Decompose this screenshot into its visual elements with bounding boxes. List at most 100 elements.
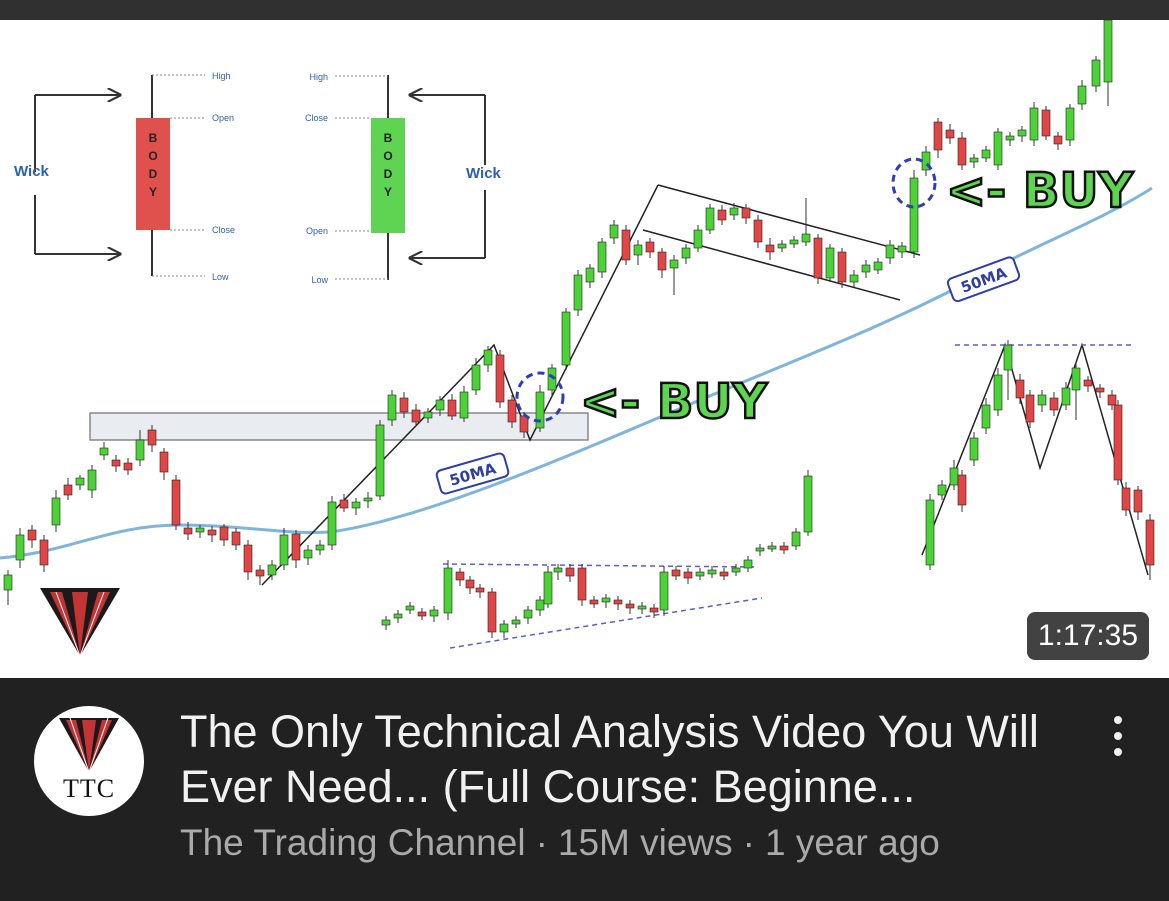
candle-body: [589, 599, 599, 605]
candle-body: [981, 404, 991, 429]
candle-body: [621, 229, 631, 261]
candle-body: [1071, 367, 1081, 391]
candle-body: [1121, 487, 1131, 511]
candle-body: [729, 207, 739, 216]
candle-body: [937, 484, 947, 496]
avatar-text: TTC: [62, 774, 116, 803]
candle-body: [695, 571, 705, 577]
buy-circle-1: [515, 371, 565, 423]
candle-body: [1037, 394, 1047, 406]
channel-avatar[interactable]: TTC: [34, 706, 144, 816]
candle-body: [535, 599, 545, 611]
candle-body: [969, 437, 979, 461]
candle-body: [87, 469, 97, 491]
candle-body: [423, 411, 433, 419]
candle-body: [601, 597, 611, 603]
candle-body: [803, 475, 813, 533]
candle-body: [949, 467, 959, 486]
candle-body: [613, 599, 623, 605]
candle-body: [3, 574, 13, 591]
candle-body: [755, 547, 765, 552]
candle-body: [957, 137, 967, 166]
candle-body: [707, 569, 717, 575]
candle-body: [207, 529, 217, 536]
candle-body: [123, 462, 133, 471]
candle-body: [625, 603, 635, 609]
buy-circle-2: [891, 157, 937, 209]
candle-body: [585, 267, 595, 283]
candle-body: [351, 501, 361, 509]
candle-body: [981, 149, 991, 159]
candle-body: [609, 224, 619, 239]
candle-body: [993, 374, 1003, 411]
candle-body: [99, 447, 109, 456]
candle-body: [63, 484, 73, 496]
candle-body: [1065, 107, 1075, 141]
candle-body: [487, 591, 497, 633]
green-open-label: Open: [306, 226, 328, 236]
candle-body: [1091, 59, 1101, 87]
candle-body: [279, 534, 289, 566]
candle-body: [159, 451, 169, 473]
wick-label-right: Wick: [466, 165, 502, 182]
candle-body: [1107, 394, 1117, 406]
candle-body: [339, 499, 349, 509]
video-title[interactable]: The Only Technical Analysis Video You Wi…: [180, 706, 1039, 812]
candle-body: [1053, 135, 1063, 145]
candle-body: [1061, 387, 1071, 406]
channel-name[interactable]: The Trading Channel: [180, 822, 526, 863]
candle-body: [471, 364, 481, 391]
candle-body: [465, 579, 475, 589]
candle-body: [637, 605, 647, 610]
candle-body: [315, 544, 325, 551]
candle-body: [231, 531, 241, 546]
candle-body: [565, 567, 575, 577]
candle-body: [925, 499, 935, 566]
candle-body: [1095, 387, 1105, 393]
candle-body: [39, 539, 49, 566]
candle-body: [475, 587, 485, 593]
candle-body: [633, 244, 643, 256]
red-high-label: High: [212, 71, 231, 81]
more-vert-icon[interactable]: [1100, 708, 1136, 768]
candle-body: [417, 611, 427, 617]
green-low-label: Low: [311, 275, 328, 285]
price-candles: [3, 20, 1155, 638]
candle-body: [693, 229, 703, 249]
candle-body: [499, 623, 509, 633]
candle-body: [443, 567, 453, 614]
candle-body: [741, 207, 751, 219]
candle-body: [909, 177, 919, 253]
candle-body: [51, 497, 61, 526]
svg-text:B: B: [149, 131, 158, 145]
candle-body: [459, 391, 469, 419]
candle-body: [683, 571, 693, 579]
candle-body: [1015, 379, 1025, 399]
candle-body: [731, 567, 741, 573]
candle-body: [789, 239, 799, 245]
candle-body: [1133, 489, 1143, 513]
ttc-logo-icon: [59, 717, 119, 773]
ma-badge-1: 50MA: [435, 452, 510, 495]
candle-body: [849, 274, 859, 283]
candle-body: [303, 549, 313, 559]
candle-body: [535, 391, 545, 429]
candle-body: [375, 424, 385, 497]
candle-body: [447, 399, 457, 417]
candle-body: [753, 219, 763, 243]
candle-body: [27, 529, 37, 541]
candle-body: [1029, 107, 1039, 141]
candle-body: [743, 559, 753, 569]
candle-body: [825, 247, 835, 279]
candle-body: [507, 399, 517, 423]
green-high-label: High: [309, 72, 328, 82]
candle-body: [1017, 129, 1027, 137]
candle-body: [671, 569, 681, 577]
buy-label-1: <- BUY: [580, 374, 768, 430]
red-low-label: Low: [212, 272, 229, 282]
candle-body: [1005, 135, 1015, 141]
candle-body: [219, 526, 229, 541]
